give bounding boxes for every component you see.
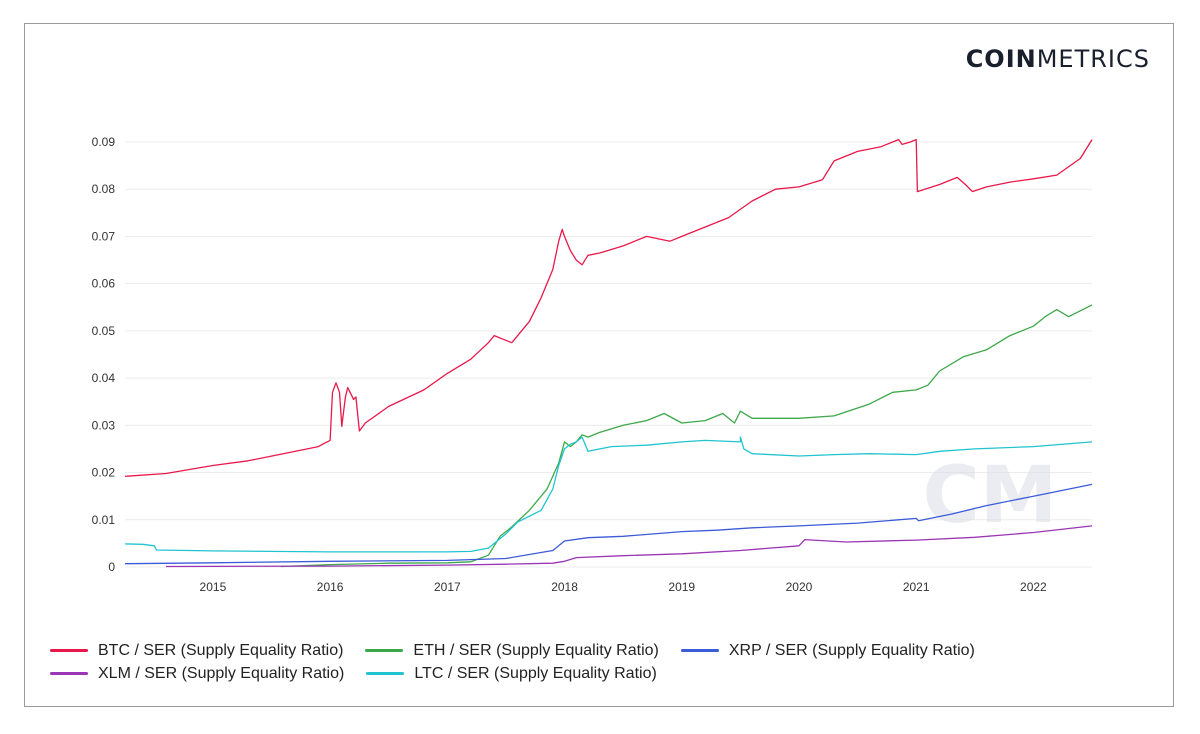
x-tick-label: 2021: [903, 580, 930, 594]
legend-label: XLM / SER (Supply Equality Ratio): [98, 664, 345, 682]
x-tick-label: 2022: [1020, 580, 1047, 594]
y-tick-label: 0.09: [92, 135, 116, 149]
x-tick-label: 2020: [786, 580, 813, 594]
y-tick-label: 0.02: [92, 466, 116, 480]
legend-label: BTC / SER (Supply Equality Ratio): [98, 641, 344, 659]
coinmetrics-logo: COINMETRICS: [966, 45, 1150, 73]
series-line-ltc: [124, 436, 1093, 553]
series-line-eth: [280, 304, 1093, 568]
legend-label: ETH / SER (Supply Equality Ratio): [413, 641, 659, 659]
y-tick-label: 0.01: [92, 513, 116, 527]
legend-swatch: [680, 649, 719, 652]
x-tick-label: 2018: [551, 580, 578, 594]
legend-item-xrp[interactable]: XRP / SER (Supply Equality Ratio): [680, 640, 975, 661]
y-tick-label: 0: [108, 560, 115, 574]
y-tick-label: 0.04: [92, 371, 116, 385]
legend-item-xlm[interactable]: XLM / SER (Supply Equality Ratio): [50, 663, 344, 684]
logo-light-text: METRICS: [1036, 45, 1150, 73]
y-axis-ticks: 0 0.01 0.02 0.03 0.04 0.05 0.06 0.07 0.08 0.09: [92, 135, 116, 574]
x-tick-label: 2017: [434, 580, 461, 594]
logo-bold-text: COIN: [965, 45, 1037, 73]
x-tick-label: 2015: [200, 580, 227, 594]
legend-label: LTC / SER (Supply Equality Ratio): [414, 664, 657, 682]
legend-swatch: [50, 672, 88, 675]
legend-item-eth[interactable]: ETH / SER (Supply Equality Ratio): [365, 640, 659, 661]
x-tick-label: 2016: [317, 580, 344, 594]
legend-swatch: [50, 649, 88, 652]
legend-item-btc[interactable]: BTC / SER (Supply Equality Ratio): [50, 640, 343, 661]
y-tick-label: 0.05: [92, 324, 116, 338]
y-tick-label: 0.06: [92, 277, 116, 291]
y-tick-label: 0.08: [92, 182, 116, 196]
y-tick-label: 0.03: [92, 418, 116, 432]
legend-swatch: [365, 649, 404, 652]
y-tick-label: 0.07: [92, 229, 116, 243]
x-axis-ticks: 2015 2016 2017 2018 2019 2020 2021 2022: [200, 580, 1048, 594]
series-line-xrp: [124, 483, 1093, 565]
chart-frame: [24, 23, 1174, 707]
legend-item-ltc[interactable]: LTC / SER (Supply Equality Ratio): [366, 663, 657, 684]
legend-swatch: [366, 672, 405, 675]
series-line-xlm: [165, 525, 1093, 568]
x-tick-label: 2019: [668, 580, 695, 594]
grid-layer: [125, 141, 1092, 568]
series-line-btc: [124, 138, 1093, 477]
legend-label: XRP / SER (Supply Equality Ratio): [728, 641, 975, 659]
series-layer: [124, 138, 1093, 568]
chart-legend: BTC / SER (Supply Equality Ratio) ETH / S…: [50, 640, 1110, 684]
